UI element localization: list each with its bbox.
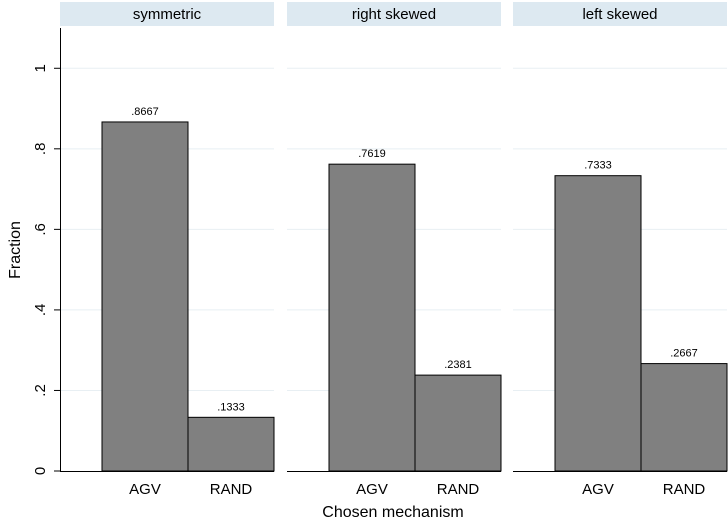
- bar-2-1: [640, 363, 728, 472]
- y-tick-label-1: .2: [32, 384, 49, 397]
- category-label-0-0: AGV: [129, 481, 161, 498]
- category-label-0-1: RAND: [210, 481, 253, 498]
- panel-title-1: right skewed: [352, 6, 436, 23]
- panel-title-2: left skewed: [582, 6, 657, 23]
- y-tick-label-5: 1: [32, 64, 49, 72]
- x-axis-title: Chosen mechanism: [322, 504, 463, 521]
- bar-2-0: [554, 175, 642, 472]
- category-label-1-1: RAND: [437, 481, 480, 498]
- bar-value-label-0-0: .8667: [131, 106, 159, 118]
- bar-value-label-1-1: .2381: [444, 359, 472, 371]
- bar-value-label-2-0: .7333: [584, 160, 612, 172]
- category-label-1-0: AGV: [356, 481, 388, 498]
- category-label-2-1: RAND: [663, 481, 706, 498]
- y-tick-label-2: .4: [32, 304, 49, 317]
- bar-1-0: [328, 163, 416, 472]
- bar-value-label-0-1: .1333: [217, 401, 245, 413]
- panel-strip-2: [513, 2, 727, 26]
- panel-strip-0: [60, 2, 274, 26]
- y-tick-label-4: .8: [32, 143, 49, 156]
- bar-value-label-1-0: .7619: [358, 148, 386, 160]
- bar-1-1: [414, 374, 502, 472]
- category-label-2-0: AGV: [582, 481, 614, 498]
- y-tick-label-3: .6: [32, 223, 49, 236]
- y-axis-title: Fraction: [7, 221, 24, 279]
- y-tick-label-0: 0: [32, 467, 49, 475]
- panel-strip-1: [287, 2, 501, 26]
- bar-0-0: [101, 121, 189, 472]
- bar-0-1: [187, 416, 275, 472]
- bar-value-label-2-1: .2667: [670, 348, 698, 360]
- panel-title-0: symmetric: [133, 6, 202, 23]
